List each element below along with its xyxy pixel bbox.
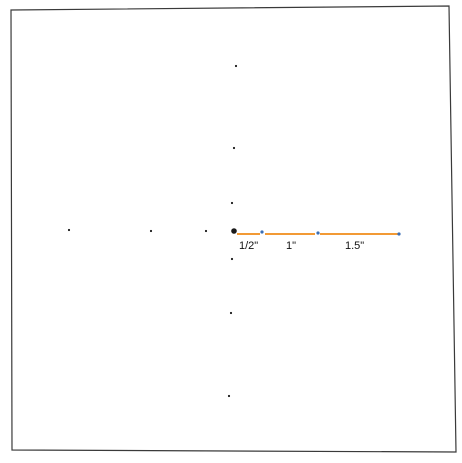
frame-border [10, 5, 457, 453]
dot-above-3 [230, 201, 234, 205]
segment-marker-2 [316, 231, 320, 235]
segment-marker-1 [260, 230, 264, 234]
center-point [231, 228, 237, 234]
dot-below-1 [230, 257, 234, 261]
segment-marker-3 [397, 232, 401, 236]
label-one-and-half-inch: 1.5" [345, 240, 364, 252]
dot-above-1 [234, 64, 238, 68]
label-one-inch: 1" [286, 240, 296, 252]
dot-left-1 [67, 228, 71, 232]
label-half-inch: 1/2" [239, 240, 258, 252]
dot-left-2 [149, 229, 153, 233]
dot-below-2 [229, 311, 233, 315]
dot-left-3 [204, 229, 208, 233]
dot-above-2 [232, 146, 236, 150]
dot-below-3 [227, 394, 231, 398]
